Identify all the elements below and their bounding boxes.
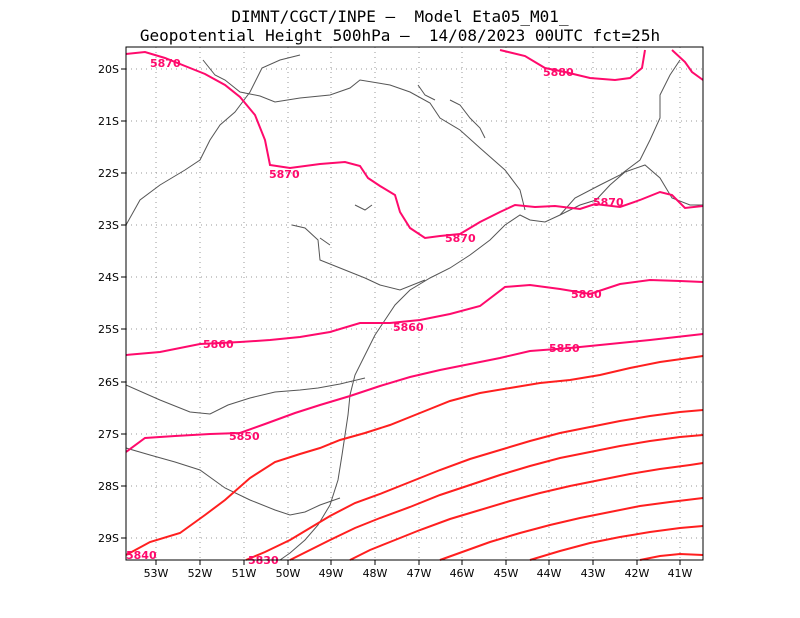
contour-label: 5860 <box>393 321 424 334</box>
contour-label: 5870 <box>593 196 624 209</box>
contour-5800 <box>439 497 704 561</box>
contours-pink <box>125 49 704 453</box>
lat-tick-label: 27S <box>98 428 119 441</box>
contour-5840 <box>125 355 704 556</box>
contour-label: 5860 <box>571 288 602 301</box>
lat-tick-label: 24S <box>98 271 119 284</box>
contour-label: 5860 <box>203 338 234 351</box>
lon-tick-label: 47W <box>407 567 432 580</box>
border-mg-sp <box>202 59 526 211</box>
contour-labels: 5870 5880 5870 5870 5870 5860 5860 5860 … <box>126 57 624 567</box>
lakes <box>319 84 486 246</box>
contour-label: 5840 <box>126 549 157 562</box>
lon-tick-label: 42W <box>625 567 650 580</box>
contours-red <box>125 355 704 561</box>
lat-tick-label: 26S <box>98 376 119 389</box>
contour-5880-right <box>671 49 704 81</box>
contour-5880 <box>499 49 646 82</box>
lat-tick-label: 25S <box>98 323 119 336</box>
contour-label: 5850 <box>549 342 580 355</box>
map-title-line-2: Geopotential Height 500hPa – 14/08/2023 … <box>139 26 661 45</box>
contour-5820 <box>289 434 704 561</box>
lat-tick-label: 29S <box>98 532 119 545</box>
tick-marks <box>121 68 681 565</box>
contour-5850 <box>125 333 704 453</box>
contour-label: 5880 <box>543 66 574 79</box>
contour-label: 5850 <box>229 430 260 443</box>
map-title-line-1: DIMNT/CGCT/INPE – Model Eta05_M01_ <box>231 7 569 26</box>
lon-labels: 53W 52W 51W 50W 49W 48W 47W 46W 45W 44W … <box>144 567 693 580</box>
contour-5870-upper-left <box>125 50 704 240</box>
lat-tick-label: 23S <box>98 219 119 232</box>
lat-labels: 20S 21S 22S 23S 24S 25S 26S 27S 28S 29S <box>98 63 119 545</box>
lon-tick-label: 44W <box>537 567 562 580</box>
border-pr-sc <box>125 377 366 415</box>
contour-label: 5870 <box>445 232 476 245</box>
lon-tick-label: 46W <box>450 567 475 580</box>
contour-label: 5870 <box>150 57 181 70</box>
contour-5860 <box>125 278 704 356</box>
border-mg-rj <box>559 59 681 216</box>
contour-5780 <box>639 552 704 561</box>
contour-label: 5870 <box>269 168 300 181</box>
border-ms-pr <box>125 54 301 226</box>
border-sp-pr <box>291 224 426 291</box>
lat-tick-label: 21S <box>98 115 119 128</box>
lon-tick-label: 51W <box>232 567 257 580</box>
lon-tick-label: 43W <box>581 567 606 580</box>
lon-tick-label: 50W <box>276 567 301 580</box>
lon-tick-label: 41W <box>668 567 693 580</box>
lon-tick-label: 48W <box>363 567 388 580</box>
contour-5790 <box>529 525 704 561</box>
contour-5810 <box>349 462 704 561</box>
border-sc-rs <box>125 447 341 516</box>
grid <box>126 47 703 560</box>
lon-tick-label: 52W <box>188 567 213 580</box>
lat-tick-label: 22S <box>98 167 119 180</box>
lat-tick-label: 28S <box>98 480 119 493</box>
lon-tick-label: 45W <box>494 567 519 580</box>
lat-tick-label: 20S <box>98 63 119 76</box>
lon-tick-label: 49W <box>319 567 344 580</box>
map-outlines <box>125 54 703 561</box>
plot-frame <box>125 46 704 561</box>
coastline <box>279 164 703 561</box>
contour-5830 <box>245 409 704 561</box>
lon-tick-label: 53W <box>144 567 169 580</box>
